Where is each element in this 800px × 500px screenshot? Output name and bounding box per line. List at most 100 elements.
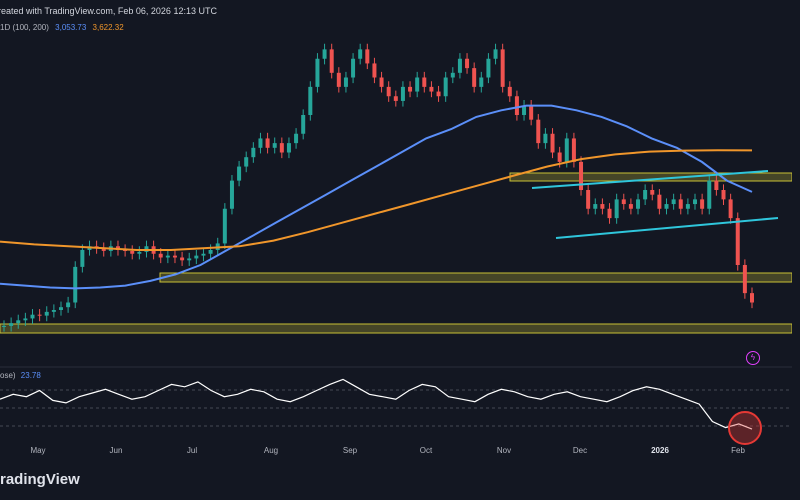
candle-body (379, 77, 384, 87)
candle-body (80, 250, 85, 267)
flash-icon[interactable]: ϟ (746, 351, 760, 365)
rsi-legend[interactable]: ose) 23.78 (0, 371, 41, 380)
candle-body (636, 199, 641, 209)
candle-body (465, 58, 470, 69)
candle-body (9, 323, 14, 326)
candle-body (16, 320, 21, 324)
candle-body (2, 325, 6, 327)
candle-body (550, 133, 555, 153)
candle-body (66, 302, 71, 308)
candle-body (650, 190, 655, 195)
candle-body (308, 86, 313, 115)
candle-body (201, 253, 206, 256)
candle-body (372, 63, 377, 78)
candle-body (671, 199, 676, 205)
candle-body (244, 157, 249, 167)
candle-body (721, 190, 726, 200)
candle-body (643, 190, 648, 200)
candle-body (23, 318, 28, 321)
candle-body (493, 49, 498, 59)
candle-body (429, 86, 434, 92)
candle-body (735, 218, 740, 265)
x-tick: 2026 (651, 446, 669, 455)
candle-body (586, 190, 591, 209)
candle-body (600, 204, 605, 209)
candle-body (443, 77, 448, 97)
candle-body (621, 199, 626, 205)
candle-body (564, 138, 569, 162)
x-tick: Aug (263, 446, 279, 455)
candle-body (400, 86, 405, 101)
ma200-value: 3,622.32 (92, 23, 124, 32)
x-tick: Jun (109, 446, 123, 455)
x-tick: Dec (572, 446, 588, 455)
candle-body (187, 258, 192, 261)
created-text: reated with TradingView.com, Feb 06, 202… (0, 6, 217, 16)
tradingview-logo: radingView (0, 471, 80, 488)
rsi-levels (0, 389, 792, 427)
candle-body (422, 77, 427, 87)
candle-body (286, 143, 291, 153)
candle-body (714, 180, 719, 190)
candle-body (593, 204, 598, 209)
candle-body (58, 307, 63, 310)
x-tick: Sep (342, 446, 358, 455)
ma-legend[interactable]: 1D (100, 200) 3,053.73 3,622.32 (0, 21, 124, 35)
candle-body (614, 199, 619, 219)
candle-body (251, 147, 256, 158)
support-zone (159, 272, 793, 283)
candle-body (37, 314, 42, 316)
candle-body (194, 255, 199, 259)
candle-body (343, 77, 348, 87)
candlesticks (2, 43, 754, 332)
candle-body (294, 133, 299, 144)
candle-body (44, 311, 49, 316)
channel-lines (531, 170, 779, 239)
candle-body (272, 143, 277, 148)
candle-body (393, 96, 398, 101)
x-tick: May (30, 446, 46, 455)
candle-body (529, 105, 534, 120)
candle-body (607, 208, 612, 219)
candle-body (536, 119, 541, 144)
candle-body (707, 180, 712, 209)
candle-body (229, 180, 234, 209)
candle-body (472, 68, 477, 87)
candle-body (51, 310, 56, 312)
x-tick: Nov (496, 446, 512, 455)
candle-body (123, 250, 128, 251)
footer: radingView (0, 462, 800, 500)
candle-body (408, 86, 413, 92)
ma100-value: 3,053.73 (55, 23, 87, 32)
candle-body (486, 58, 491, 78)
candle-body (322, 49, 327, 59)
candle-body (693, 199, 698, 205)
candle-body (301, 115, 306, 134)
candle-body (571, 138, 576, 162)
channel-lower-line (555, 217, 779, 239)
x-tick: Feb (731, 446, 745, 455)
candle-body (315, 58, 320, 87)
candle-body (365, 49, 370, 64)
candle-body (457, 58, 462, 73)
x-tick: Oct (419, 446, 433, 455)
candle-body (208, 250, 213, 254)
candle-body (507, 86, 512, 97)
candle-body (237, 166, 242, 181)
candle-body (557, 152, 562, 162)
candle-body (265, 138, 270, 148)
ma200-line (0, 149, 753, 251)
channel-upper-line (531, 170, 769, 189)
candle-body (415, 77, 420, 92)
candle-body (336, 72, 341, 87)
candle-body (450, 72, 455, 78)
candle-body (73, 266, 78, 303)
candle-body (514, 96, 519, 115)
rsi-prefix: ose) (0, 371, 16, 380)
candle-body (579, 161, 584, 190)
candle-body (358, 49, 363, 59)
x-tick: Jul (186, 446, 198, 455)
candle-body (329, 49, 334, 73)
rsi-value: 23.78 (20, 371, 41, 380)
